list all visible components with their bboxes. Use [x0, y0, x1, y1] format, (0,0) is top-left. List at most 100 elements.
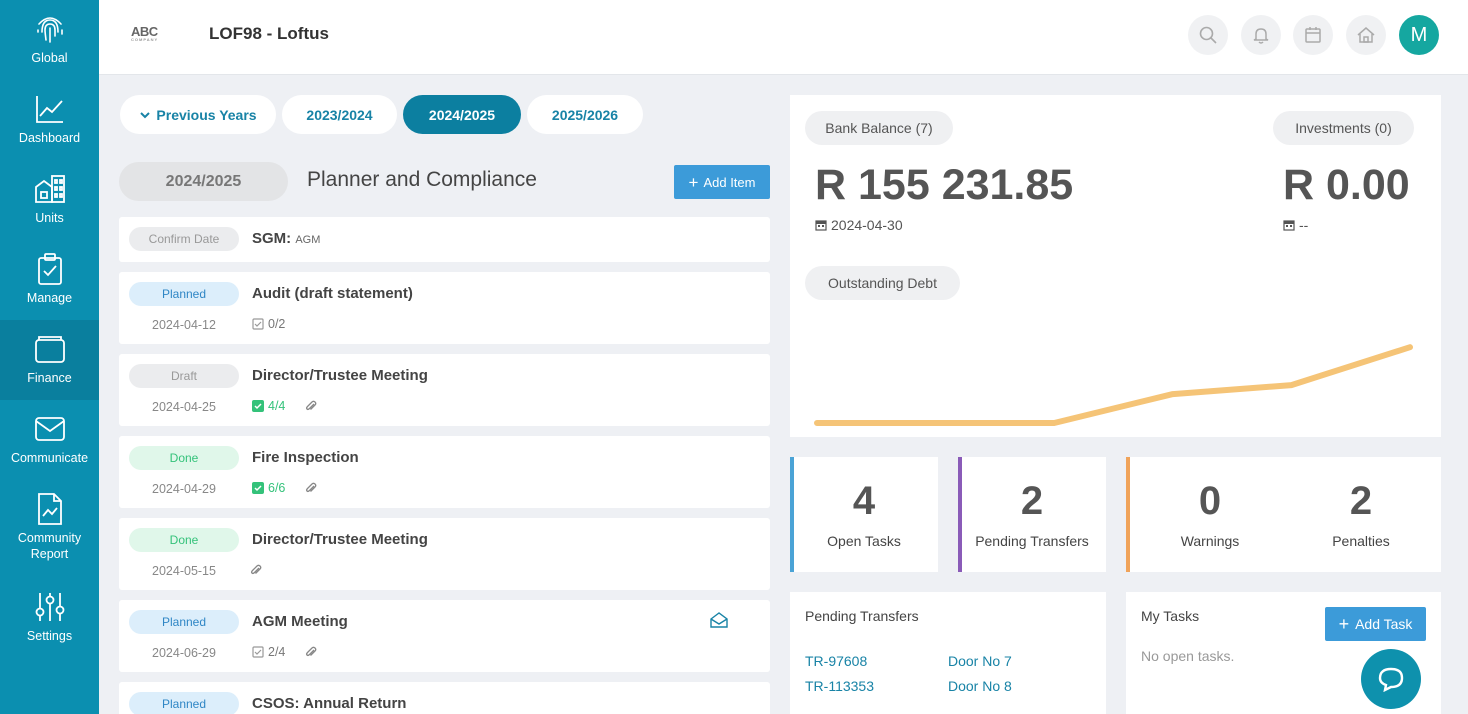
status-badge: Done — [129, 446, 239, 470]
task-count: 0/2 — [252, 317, 285, 331]
stat-label: Pending Transfers — [975, 533, 1089, 549]
sidebar-item-units[interactable]: Units — [0, 160, 99, 240]
plus-icon: + — [688, 172, 699, 192]
tab-year-2025-2026[interactable]: 2025/2026 — [527, 95, 643, 134]
planner-item[interactable]: Planned AGM Meeting 2024-06-29 2/4 — [119, 600, 770, 672]
planner-item[interactable]: Confirm Date SGM: AGM — [119, 217, 770, 262]
search-button[interactable] — [1188, 15, 1228, 55]
add-item-label: Add Item — [703, 174, 756, 190]
previous-years-button[interactable]: Previous Years — [120, 95, 276, 134]
clipboard-check-icon — [37, 253, 62, 285]
envelope-open-icon[interactable] — [710, 612, 728, 628]
transfer-door-link[interactable]: Door No 8 — [948, 678, 1012, 694]
notifications-button[interactable] — [1241, 15, 1281, 55]
sidebar-item-label: Global — [31, 51, 68, 65]
company-logo: ABC COMPANY — [131, 24, 159, 42]
planner-item[interactable]: Done Director/Trustee Meeting 2024-05-15 — [119, 518, 770, 590]
checkbox-icon — [252, 318, 264, 330]
sidebar-item-label: Manage — [26, 291, 73, 305]
stat-penalties[interactable]: 2 Penalties — [1294, 457, 1428, 572]
paperclip-icon — [250, 564, 262, 575]
planner-item-title: Director/Trustee Meeting — [252, 531, 428, 548]
sidebar-item-manage[interactable]: Manage — [0, 240, 99, 320]
add-item-button[interactable]: + Add Item — [674, 165, 770, 199]
planner-item-date: 2024-05-15 — [152, 564, 216, 578]
report-icon — [37, 493, 62, 525]
investments-tag[interactable]: Investments (0) — [1273, 111, 1414, 145]
sidebar-item-label: Communicate — [10, 451, 89, 465]
pending-transfers-panel: Pending Transfers TR-97608 Door No 7 TR-… — [790, 592, 1106, 714]
add-task-button[interactable]: + Add Task — [1325, 607, 1426, 641]
add-task-label: Add Task — [1355, 616, 1413, 632]
task-count: 4/4 — [252, 399, 285, 413]
calendar-icon — [815, 220, 827, 231]
sidebar-item-finance[interactable]: Finance — [0, 320, 99, 400]
tab-year-2023-2024[interactable]: 2023/2024 — [282, 95, 397, 134]
planner-item-title: Fire Inspection — [252, 449, 359, 466]
status-badge: Done — [129, 528, 239, 552]
sliders-icon — [35, 593, 64, 621]
stat-value: 2 — [1020, 479, 1044, 523]
calendar-icon — [1305, 27, 1321, 43]
balances-panel: Bank Balance (7) Investments (0) R 155 2… — [790, 95, 1441, 437]
calendar-button[interactable] — [1293, 15, 1333, 55]
planner-item-date: 2024-06-29 — [152, 646, 216, 660]
sidebar-item-dashboard[interactable]: Dashboard — [0, 80, 99, 160]
selected-year-tag: 2024/2025 — [119, 162, 288, 201]
user-avatar[interactable]: M — [1399, 15, 1439, 55]
sidebar-item-community-report[interactable]: Community Report — [0, 480, 99, 580]
stat-warnings[interactable]: 0 Warnings — [1126, 457, 1294, 572]
planner-item[interactable]: Planned Audit (draft statement) 2024-04-… — [119, 272, 770, 344]
stat-value: 4 — [852, 479, 876, 523]
planner-item-title: Audit (draft statement) — [252, 285, 413, 302]
sidebar-item-communicate[interactable]: Communicate — [0, 400, 99, 480]
status-badge: Planned — [129, 282, 239, 306]
home-icon — [1357, 27, 1375, 43]
chevron-down-icon — [140, 111, 151, 118]
planner-item-title: CSOS: Annual Return — [252, 695, 407, 712]
transfer-id-link[interactable]: TR-97608 — [805, 653, 868, 669]
transfer-id-link[interactable]: TR-113353 — [805, 678, 875, 694]
stat-value: 0 — [1198, 479, 1222, 523]
panel-title: Pending Transfers — [805, 608, 919, 624]
planner-item-title: AGM Meeting — [252, 613, 348, 630]
sidebar-item-global[interactable]: Global — [0, 0, 99, 80]
chat-button[interactable] — [1361, 649, 1421, 709]
debt-series-line — [814, 344, 1413, 426]
sidebar-item-label: Units — [35, 211, 64, 225]
stat-value: 2 — [1349, 479, 1373, 523]
tab-year-2024-2025[interactable]: 2024/2025 — [403, 95, 521, 134]
bank-balance-amount: R 155 231.85 — [815, 161, 1074, 209]
sidebar-item-settings[interactable]: Settings — [0, 578, 99, 658]
status-badge: Planned — [129, 610, 239, 634]
bell-icon — [1253, 28, 1269, 44]
planner-item[interactable]: Draft Director/Trustee Meeting 2024-04-2… — [119, 354, 770, 426]
page-title: LOF98 - Loftus — [209, 24, 329, 43]
stat-pending-transfers[interactable]: 2 Pending Transfers — [958, 457, 1106, 572]
sidebar-item-label: Finance — [27, 371, 72, 385]
bank-balance-tag[interactable]: Bank Balance (7) — [805, 111, 953, 145]
status-badge: Draft — [129, 364, 239, 388]
wallet-icon — [34, 336, 65, 363]
empty-tasks-text: No open tasks. — [1141, 648, 1235, 664]
sidebar-item-label: Settings — [26, 629, 73, 643]
panel-title: My Tasks — [1141, 608, 1200, 624]
planner-item[interactable]: Done Fire Inspection 2024-04-29 6/6 — [119, 436, 770, 508]
checkbox-checked-icon — [252, 400, 264, 412]
accent-bar — [1126, 457, 1130, 572]
stat-label: Penalties — [1332, 533, 1390, 549]
envelope-icon — [34, 417, 65, 441]
home-button[interactable] — [1346, 15, 1386, 55]
accent-bar — [958, 457, 962, 572]
paperclip-icon — [305, 400, 317, 411]
planner-item-title: Director/Trustee Meeting — [252, 367, 428, 384]
outstanding-debt-tag[interactable]: Outstanding Debt — [805, 266, 960, 300]
stat-open-tasks[interactable]: 4 Open Tasks — [790, 457, 938, 572]
transfer-door-link[interactable]: Door No 7 — [948, 653, 1012, 669]
fingerprint-icon — [36, 17, 63, 43]
investments-amount: R 0.00 — [1283, 161, 1410, 209]
planner-item[interactable]: Planned CSOS: Annual Return — [119, 682, 770, 714]
checkbox-checked-icon — [252, 482, 264, 494]
plus-icon: + — [1338, 614, 1350, 634]
task-count: 6/6 — [252, 481, 285, 495]
